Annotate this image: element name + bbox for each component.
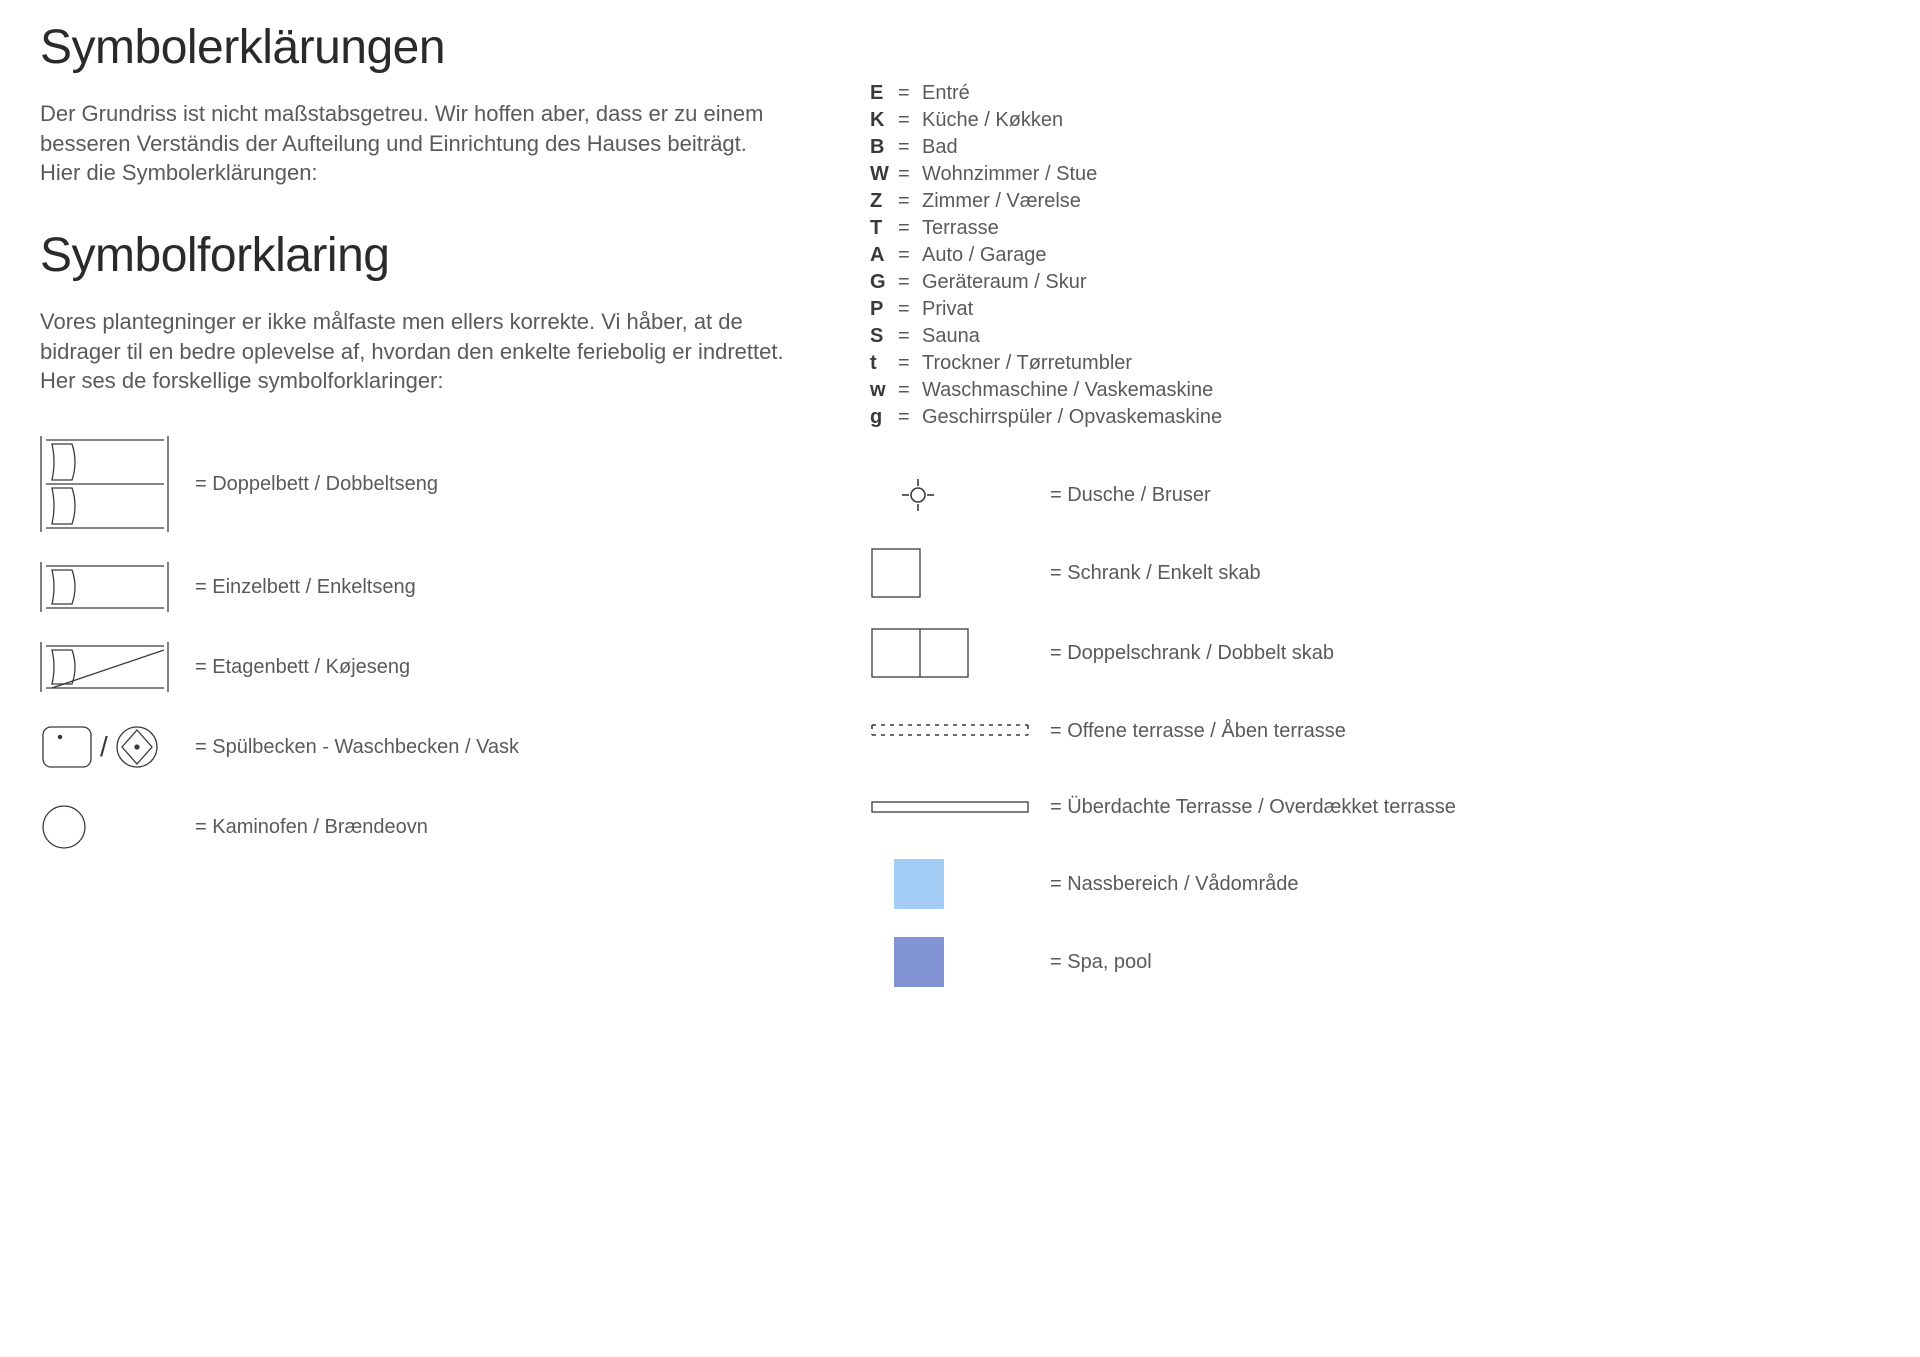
abbr-equals: = xyxy=(898,404,922,431)
abbr-key: g xyxy=(870,404,898,431)
doppelbett-icon xyxy=(40,436,195,532)
spa-label: = Spa, pool xyxy=(1050,951,1152,974)
abbr-key: P xyxy=(870,296,898,323)
kaminofen-label: = Kaminofen / Brændeovn xyxy=(195,816,428,839)
legend-dusche: = Dusche / Bruser xyxy=(870,471,1620,519)
abbr-equals: = xyxy=(898,107,922,134)
kaminofen-icon xyxy=(40,803,195,851)
abbr-equals: = xyxy=(898,269,922,296)
etagenbett-label: = Etagenbett / Køjeseng xyxy=(195,656,410,679)
dusche-icon xyxy=(870,475,1050,515)
abbr-equals: = xyxy=(898,296,922,323)
abbr-value: Bad xyxy=(922,134,958,161)
doppelschrank-icon xyxy=(870,627,1050,679)
ueberdachte-terrasse-icon xyxy=(870,799,1050,815)
abbr-key: A xyxy=(870,242,898,269)
legend-nassbereich: = Nassbereich / Vådområde xyxy=(870,859,1620,909)
abbr-value: Terrasse xyxy=(922,215,999,242)
spuelbecken-icon: / xyxy=(40,724,195,770)
abbr-value: Trockner / Tørretumbler xyxy=(922,350,1132,377)
etagenbett-icon xyxy=(40,642,195,692)
abbr-value: Sauna xyxy=(922,323,980,350)
title-dk: Symbolforklaring xyxy=(40,228,790,283)
abbr-value: Wohnzimmer / Stue xyxy=(922,161,1097,188)
legend-offene-terrasse: = Offene terrasse / Åben terrasse xyxy=(870,707,1620,755)
legend-schrank: = Schrank / Enkelt skab xyxy=(870,547,1620,599)
abbr-key: t xyxy=(870,350,898,377)
offene-terrasse-icon xyxy=(870,723,1050,739)
abbr-row: E=Entré xyxy=(870,80,1620,107)
slash: / xyxy=(94,731,114,763)
abbr-row: P=Privat xyxy=(870,296,1620,323)
abbr-equals: = xyxy=(898,323,922,350)
abbr-equals: = xyxy=(898,161,922,188)
schrank-label: = Schrank / Enkelt skab xyxy=(1050,562,1261,585)
abbr-row: Z=Zimmer / Værelse xyxy=(870,188,1620,215)
abbr-row: K=Küche / Køkken xyxy=(870,107,1620,134)
abbr-row: w=Waschmaschine / Vaskemaskine xyxy=(870,377,1620,404)
abbr-equals: = xyxy=(898,215,922,242)
einzelbett-label: = Einzelbett / Enkeltseng xyxy=(195,576,416,599)
legend-doppelschrank: = Doppelschrank / Dobbelt skab xyxy=(870,627,1620,679)
abbr-value: Geschirrspüler / Opvaskemaskine xyxy=(922,404,1222,431)
title-de: Symbolerklärungen xyxy=(40,20,790,75)
spuelbecken-label: = Spülbecken - Waschbecken / Vask xyxy=(195,736,519,759)
ueberdachte-terrasse-label: = Überdachte Terrasse / Overdækket terra… xyxy=(1050,796,1456,819)
abbr-key: E xyxy=(870,80,898,107)
intro-de: Der Grundriss ist nicht maßstabsgetreu. … xyxy=(40,99,790,188)
einzelbett-icon xyxy=(40,562,195,612)
abbr-value: Geräteraum / Skur xyxy=(922,269,1087,296)
abbr-key: W xyxy=(870,161,898,188)
abbr-key: S xyxy=(870,323,898,350)
abbr-row: A=Auto / Garage xyxy=(870,242,1620,269)
abbr-value: Privat xyxy=(922,296,973,323)
abbr-key: w xyxy=(870,377,898,404)
abbr-row: t=Trockner / Tørretumbler xyxy=(870,350,1620,377)
abbr-key: T xyxy=(870,215,898,242)
abbreviation-list: E=EntréK=Küche / KøkkenB=BadW=Wohnzimmer… xyxy=(870,80,1620,431)
offene-terrasse-label: = Offene terrasse / Åben terrasse xyxy=(1050,720,1346,743)
legend-spa: = Spa, pool xyxy=(870,937,1620,987)
abbr-equals: = xyxy=(898,242,922,269)
abbr-row: g=Geschirrspüler / Opvaskemaskine xyxy=(870,404,1620,431)
doppelbett-label: = Doppelbett / Dobbeltseng xyxy=(195,473,438,496)
spa-icon xyxy=(870,937,1050,987)
legend-kaminofen: = Kaminofen / Brændeovn xyxy=(40,802,790,852)
abbr-value: Entré xyxy=(922,80,970,107)
abbr-equals: = xyxy=(898,188,922,215)
abbr-equals: = xyxy=(898,377,922,404)
abbr-value: Küche / Køkken xyxy=(922,107,1063,134)
dusche-label: = Dusche / Bruser xyxy=(1050,484,1211,507)
abbr-key: K xyxy=(870,107,898,134)
abbr-row: S=Sauna xyxy=(870,323,1620,350)
abbr-value: Zimmer / Værelse xyxy=(922,188,1081,215)
abbr-row: B=Bad xyxy=(870,134,1620,161)
nassbereich-icon xyxy=(870,859,1050,909)
abbr-row: W=Wohnzimmer / Stue xyxy=(870,161,1620,188)
legend-ueberdachte-terrasse: = Überdachte Terrasse / Overdækket terra… xyxy=(870,783,1620,831)
legend-einzelbett: = Einzelbett / Enkeltseng xyxy=(40,562,790,612)
abbr-row: T=Terrasse xyxy=(870,215,1620,242)
doppelschrank-label: = Doppelschrank / Dobbelt skab xyxy=(1050,642,1334,665)
abbr-key: G xyxy=(870,269,898,296)
abbr-equals: = xyxy=(898,350,922,377)
abbr-equals: = xyxy=(898,80,922,107)
abbr-key: B xyxy=(870,134,898,161)
abbr-value: Auto / Garage xyxy=(922,242,1047,269)
abbr-equals: = xyxy=(898,134,922,161)
abbr-key: Z xyxy=(870,188,898,215)
abbr-row: G=Geräteraum / Skur xyxy=(870,269,1620,296)
legend-spuelbecken: / = Spülbecken - Waschbecken / Vask xyxy=(40,722,790,772)
legend-etagenbett: = Etagenbett / Køjeseng xyxy=(40,642,790,692)
nassbereich-label: = Nassbereich / Vådområde xyxy=(1050,873,1298,896)
intro-dk: Vores plantegninger er ikke målfaste men… xyxy=(40,307,790,396)
abbr-value: Waschmaschine / Vaskemaskine xyxy=(922,377,1213,404)
legend-doppelbett: = Doppelbett / Dobbeltseng xyxy=(40,436,790,532)
schrank-icon xyxy=(870,547,1050,599)
